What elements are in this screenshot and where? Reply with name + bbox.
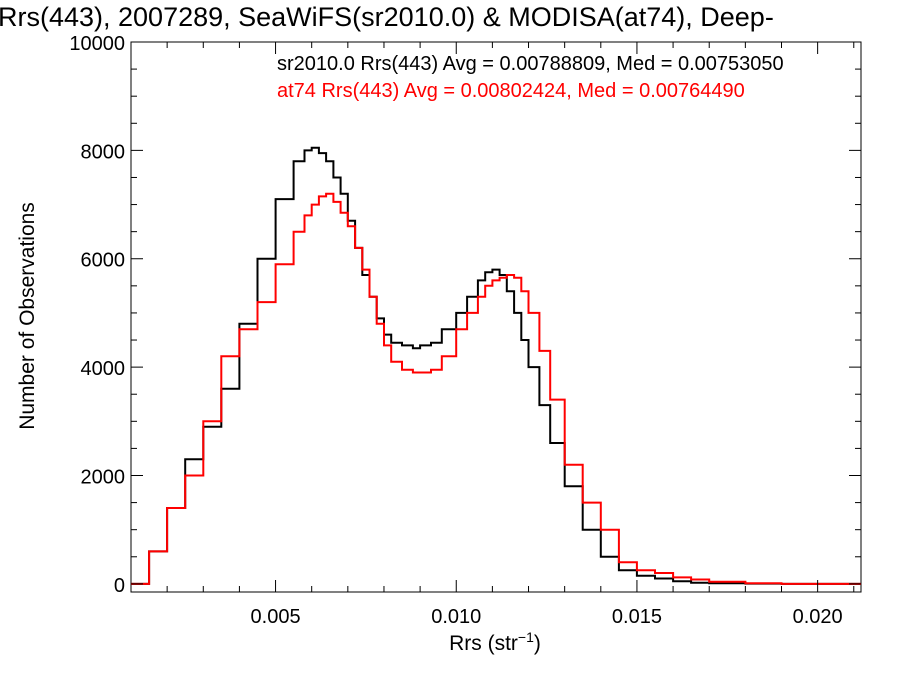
y-tick-label: 6000: [81, 250, 126, 272]
plot-area: 0.005 0.010 0.015 0.020 0 2000 4000 6000 8000 100…: [69, 33, 862, 628]
ticks-layer: 0.005 0.010 0.015 0.020 0 2000 4000 6000 8000 100…: [69, 33, 861, 628]
x-tick-label: 0.015: [612, 606, 662, 628]
legend: sr2010.0 Rrs(443) Avg = 0.00788809, Med …: [277, 53, 784, 102]
y-tick-label: 0: [114, 575, 125, 597]
series-line-1: [131, 192, 861, 585]
x-axis-label-end: ): [534, 632, 541, 655]
series-line-0: [131, 146, 861, 585]
legend-entry-sr2010: sr2010.0 Rrs(443) Avg = 0.00788809, Med …: [277, 53, 784, 75]
plot-frame: [130, 41, 862, 593]
x-axis-label-sup: −1: [518, 629, 534, 645]
x-tick-label: 0.010: [431, 606, 481, 628]
chart-title: Rrs(443), 2007289, SeaWiFS(sr2010.0) & M…: [0, 2, 774, 32]
y-tick-label: 10000: [69, 33, 125, 55]
y-tick-label: 4000: [81, 358, 126, 380]
y-tick-label: 8000: [81, 141, 126, 163]
series-layer: [131, 146, 861, 585]
x-tick-label: 0.020: [793, 606, 843, 628]
legend-entry-at74: at74 Rrs(443) Avg = 0.00802424, Med = 0.…: [277, 80, 745, 102]
y-tick-label: 2000: [81, 466, 126, 488]
x-tick-label: 0.005: [251, 606, 301, 628]
x-axis-label-main: Rrs (str: [449, 632, 518, 655]
y-axis-label: Number of Observations: [16, 202, 39, 430]
x-axis-label: Rrs (str−1): [449, 629, 541, 655]
